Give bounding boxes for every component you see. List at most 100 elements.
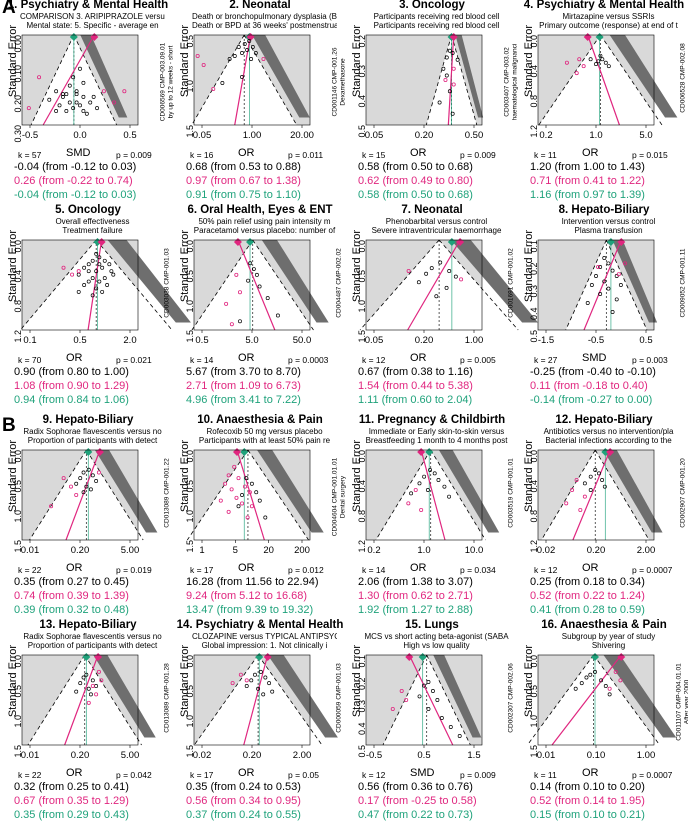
regression-line	[407, 239, 461, 331]
x-axis-label: OR	[66, 767, 83, 779]
study-point-pink	[607, 686, 612, 691]
stats-block: k = 11 OR p = 0.015 1.20 (from 1.00 to 1…	[530, 147, 688, 202]
study-point	[422, 474, 427, 479]
panel-subtitle: CLOZAPINE versus TYPICAL ANTIPSYCHOTIC	[192, 632, 337, 641]
p-value: p = 0.034	[460, 565, 496, 575]
study-point	[102, 276, 107, 281]
p-value: p = 0.011	[288, 150, 324, 160]
regression-line	[42, 34, 95, 126]
funnel-panel: 15. Lungs MCS vs short acting beta-agoni…	[344, 619, 516, 825]
study-point-pink	[616, 272, 621, 277]
study-point	[603, 60, 608, 65]
y-tick-label: 0.5	[13, 685, 23, 698]
study-point	[78, 476, 83, 481]
study-point	[265, 296, 270, 301]
estimate-pink: 1.54 (from 0.44 to 5.38)	[358, 380, 473, 392]
study-point	[238, 319, 242, 324]
review-id-label: CD013089 CMP-001.28	[163, 663, 171, 733]
study-point	[257, 498, 262, 503]
funnel-plot: 0.0 0.4 0.8 1.2 0.2 1.0 10.0	[357, 448, 500, 556]
study-point	[90, 258, 95, 263]
panel-subtitle: Bacterial infections according to the	[545, 436, 672, 445]
estimate-pink: 0.71 (from 0.41 to 1.22)	[530, 175, 645, 187]
study-point	[598, 292, 603, 296]
contour-band	[438, 450, 500, 533]
study-point-pink	[581, 64, 586, 69]
y-tick-label: 0.0	[185, 450, 195, 463]
study-point	[600, 57, 605, 62]
study-point	[107, 262, 112, 267]
study-point	[81, 108, 86, 113]
panel-title: 7. Neonatal	[401, 204, 463, 216]
panel-title: 8. Hepato-Biliary	[558, 204, 650, 216]
estimate-black: 0.56 (from 0.36 to 0.76)	[358, 781, 473, 793]
study-point	[600, 478, 605, 482]
x-tick-label: 5.0	[639, 130, 652, 141]
y-tick-label: 0.10	[13, 65, 23, 83]
study-point	[100, 289, 105, 294]
study-point-pink	[96, 470, 101, 475]
study-point	[598, 53, 603, 58]
study-point	[436, 478, 441, 482]
funnel-line	[375, 449, 432, 541]
study-point-pink	[229, 322, 234, 327]
review-id-label: CD003038 CMP-001.03	[163, 248, 171, 318]
y-tick-label: 0.4	[529, 480, 539, 493]
p-value: p = 0.0007	[632, 565, 673, 575]
panel-title: 15. Lungs	[405, 619, 459, 631]
study-point	[84, 111, 89, 116]
study-point	[90, 276, 95, 281]
study-point	[74, 481, 79, 486]
study-point-pink	[570, 488, 575, 493]
y-tick-label: 1.0	[13, 510, 23, 523]
study-point-pink	[245, 515, 250, 520]
funnel-line	[593, 654, 661, 746]
funnel-panel: 10. Anaesthesia & Pain Rofecoxib 50 mg v…	[172, 414, 347, 620]
study-point	[86, 686, 91, 691]
study-point	[573, 686, 578, 691]
estimate-green: 0.35 (from 0.29 to 0.43)	[14, 809, 129, 821]
study-point	[597, 471, 601, 476]
y-tick-label: 0.5	[185, 35, 195, 48]
y-tick-label: 1.2	[357, 540, 367, 553]
funnel-plot: 0.0 0.5 1.0 1.50.05 0.20 1.00	[357, 238, 538, 346]
p-value: p = 0.003	[632, 355, 668, 365]
p-value: p = 0.05	[288, 770, 319, 780]
study-point-pink	[243, 484, 248, 489]
study-point	[47, 97, 52, 102]
regression-line	[243, 654, 269, 746]
y-tick-label: 0.4	[357, 723, 367, 736]
study-point-pink	[613, 669, 618, 674]
study-point-pink	[122, 89, 127, 94]
study-point	[74, 92, 79, 97]
funnel-line	[425, 34, 452, 126]
regression-line	[237, 239, 276, 331]
x-tick-label: 1.00	[465, 335, 484, 346]
y-tick-label: 0.0	[13, 450, 23, 463]
review-id-label: CD002307 CMP-002.06	[507, 663, 515, 733]
y-tick-label: 0.0	[185, 240, 195, 253]
study-point-pink	[623, 261, 628, 266]
study-point	[249, 481, 254, 486]
review-id-label: CD011107 CMP-004.01.01 After year 2000	[675, 663, 688, 741]
x-tick-label: 1.0	[417, 545, 430, 556]
x-tick-label: 0.02	[193, 750, 212, 761]
study-point	[227, 57, 232, 61]
study-point-pink	[404, 698, 409, 703]
study-point	[409, 491, 414, 496]
study-point	[582, 481, 587, 486]
x-tick-label: 0.2	[539, 130, 552, 141]
panel-subtitle: Plasma transfusion	[574, 226, 643, 235]
x-tick-label: 0.01	[537, 750, 556, 761]
study-point-pink	[261, 56, 266, 61]
study-point	[94, 251, 99, 256]
study-point	[242, 42, 247, 46]
study-point-pink	[406, 268, 411, 273]
study-point	[261, 692, 266, 697]
study-point	[94, 478, 99, 483]
study-point-pink	[218, 498, 223, 503]
study-point	[81, 490, 86, 495]
panel-subtitle: Death or bronchopulmonary dysplasia (B	[192, 12, 337, 21]
y-tick-label: 1.5	[185, 330, 195, 343]
x-tick-label: 0.0	[73, 130, 86, 141]
